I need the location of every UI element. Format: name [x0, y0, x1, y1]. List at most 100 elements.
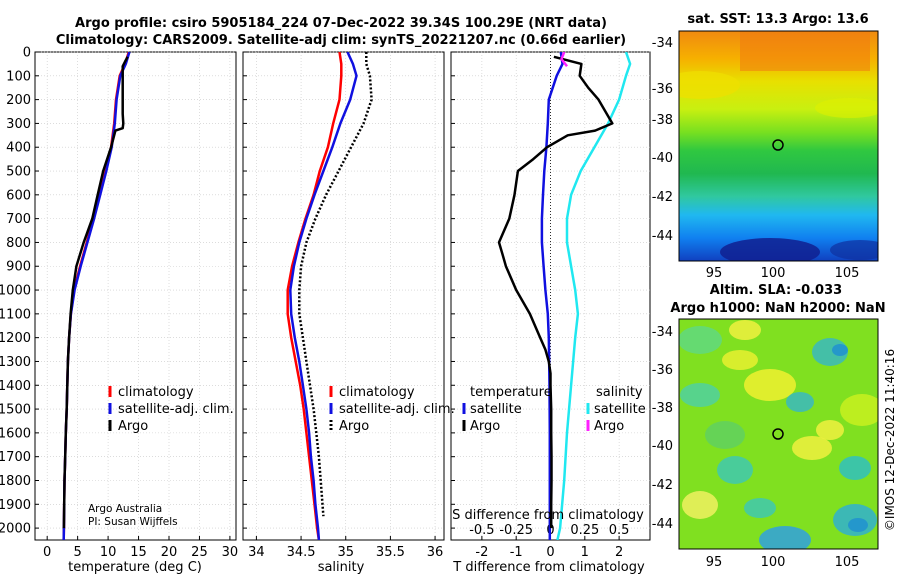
x-tick-label: 5 [73, 545, 81, 560]
difference-s-axis-label: S difference from climatology [452, 508, 644, 523]
sla-blob [848, 518, 868, 532]
sla-ytick: -44 [652, 517, 673, 532]
x-tick-label: 20 [161, 545, 178, 560]
series-line-t-argo [497, 55, 614, 529]
sla-blob [816, 420, 844, 440]
sst-map-yellow-tongue [679, 71, 740, 99]
temperature-series-group [62, 52, 131, 540]
legend-label-argo: Argo [118, 419, 148, 434]
depth-tick-label: 1700 [0, 450, 31, 465]
sla-xtick: 100 [761, 555, 786, 570]
copyright-stamp: ©IMOS 12-Dec-2022 11:40:16 [883, 349, 897, 531]
credit-line-2: PI: Susan Wijffels [88, 516, 178, 528]
sla-xtick: 105 [835, 555, 860, 570]
legend-label-t-argo: Argo [470, 419, 500, 434]
depth-tick-label: 600 [6, 188, 31, 203]
depth-tick-label: 500 [6, 165, 31, 180]
sla-ytick: -34 [652, 325, 673, 340]
sla-blob [717, 456, 753, 484]
sst-ytick: -44 [652, 229, 673, 244]
series-line-s-satellite [556, 52, 632, 540]
sla-blob [792, 436, 832, 460]
sst-map-warm-patch [740, 31, 870, 71]
sla-xtick: 95 [706, 555, 723, 570]
sla-blob [680, 383, 720, 407]
series-line-s-argo [560, 52, 568, 68]
x-tick-label: -1 [510, 545, 523, 560]
x-tick-label: 36 [427, 545, 444, 560]
s-diff-tick-label: -0.25 [499, 523, 533, 538]
sla-blob [744, 369, 796, 401]
depth-tick-label: 1500 [0, 403, 31, 418]
temperature-legend: climatology satellite-adj. clim. Argo [108, 385, 234, 434]
x-tick-label: 34.5 [287, 545, 316, 560]
sla-blob [705, 421, 745, 449]
sst-map-title: sat. SST: 13.3 Argo: 13.6 [687, 12, 868, 27]
x-tick-label: 2 [615, 545, 623, 560]
legend-label-argo: Argo [339, 419, 369, 434]
x-tick-label: 30 [222, 545, 239, 560]
sst-xtick: 100 [761, 266, 786, 281]
series-line-satellite-adj-clim- [289, 52, 358, 540]
x-tick-label: 35 [337, 545, 354, 560]
depth-tick-label: 1600 [0, 426, 31, 441]
legend-title-temperature: temperature [470, 385, 552, 400]
sla-map-title-1: Altim. SLA: -0.033 [710, 283, 842, 298]
series-line-t-satellite [540, 52, 564, 540]
legend-label-satellite-adj: satellite-adj. clim. [118, 402, 234, 417]
legend-label-s-argo: Argo [594, 419, 624, 434]
sst-map-float-marker [772, 139, 784, 151]
legend-title-salinity: salinity [596, 385, 643, 400]
depth-tick-label: 0 [23, 46, 31, 61]
depth-tick-label: 900 [6, 260, 31, 275]
legend-label-climatology: climatology [118, 385, 194, 400]
sla-map-title-2: Argo h1000: NaN h2000: NaN [670, 301, 885, 316]
sst-ytick: -38 [652, 113, 673, 128]
temperature-panel-frame [34, 51, 237, 541]
salinity-legend: climatology satellite-adj. clim. Argo [329, 385, 455, 434]
sla-blob [839, 456, 871, 480]
tick-layer: 0 5 10 15 20 25 300100200300400500600700800900… [0, 46, 629, 561]
difference-legend: temperature salinity satellite Argo sate… [462, 385, 646, 434]
x-tick-label: 34 [248, 545, 265, 560]
depth-tick-label: 1900 [0, 498, 31, 513]
salinity-axis-label: salinity [318, 560, 365, 575]
sst-map-yellow-tongue-2 [815, 98, 878, 118]
sla-blob [729, 320, 761, 340]
depth-tick-label: 100 [6, 69, 31, 84]
depth-tick-label: 1400 [0, 379, 31, 394]
sla-blob [832, 344, 848, 356]
sla-blob [682, 491, 718, 519]
legend-label-satellite-adj: satellite-adj. clim. [339, 402, 455, 417]
sla-map-frame [678, 318, 879, 550]
depth-tick-label: 1100 [0, 307, 31, 322]
credit-line-1: Argo Australia [88, 503, 162, 515]
x-tick-label: 0 [546, 545, 554, 560]
sst-ytick: -36 [652, 82, 673, 97]
x-tick-label: 1 [581, 545, 589, 560]
difference-t-axis-label: T difference from climatology [452, 560, 645, 575]
salinity-panel-frame [242, 51, 445, 541]
sla-blob [722, 350, 758, 370]
x-tick-label: 35.5 [376, 545, 405, 560]
s-diff-tick-label: -0.5 [469, 523, 494, 538]
depth-tick-label: 1800 [0, 474, 31, 489]
sst-ytick: -34 [652, 36, 673, 51]
sla-ytick: -38 [652, 401, 673, 416]
sst-xtick: 95 [706, 266, 723, 281]
series-line-argo [298, 52, 373, 517]
legend-label-s-satellite: satellite [594, 402, 646, 417]
figure-title-line1: Argo profile: csiro 5905184_224 07-Dec-2… [75, 16, 607, 31]
sla-map-float-marker [772, 428, 784, 440]
x-tick-label: 25 [191, 545, 208, 560]
series-layer [62, 52, 632, 540]
sla-map [679, 319, 878, 549]
s-diff-tick-label: 0.5 [609, 523, 630, 538]
x-tick-label: 15 [130, 545, 147, 560]
sst-xtick: 105 [835, 266, 860, 281]
depth-tick-label: 300 [6, 117, 31, 132]
sla-ytick: -42 [652, 478, 673, 493]
sst-ytick: -42 [652, 190, 673, 205]
sla-blob [759, 526, 811, 549]
depth-tick-label: 1200 [0, 331, 31, 346]
